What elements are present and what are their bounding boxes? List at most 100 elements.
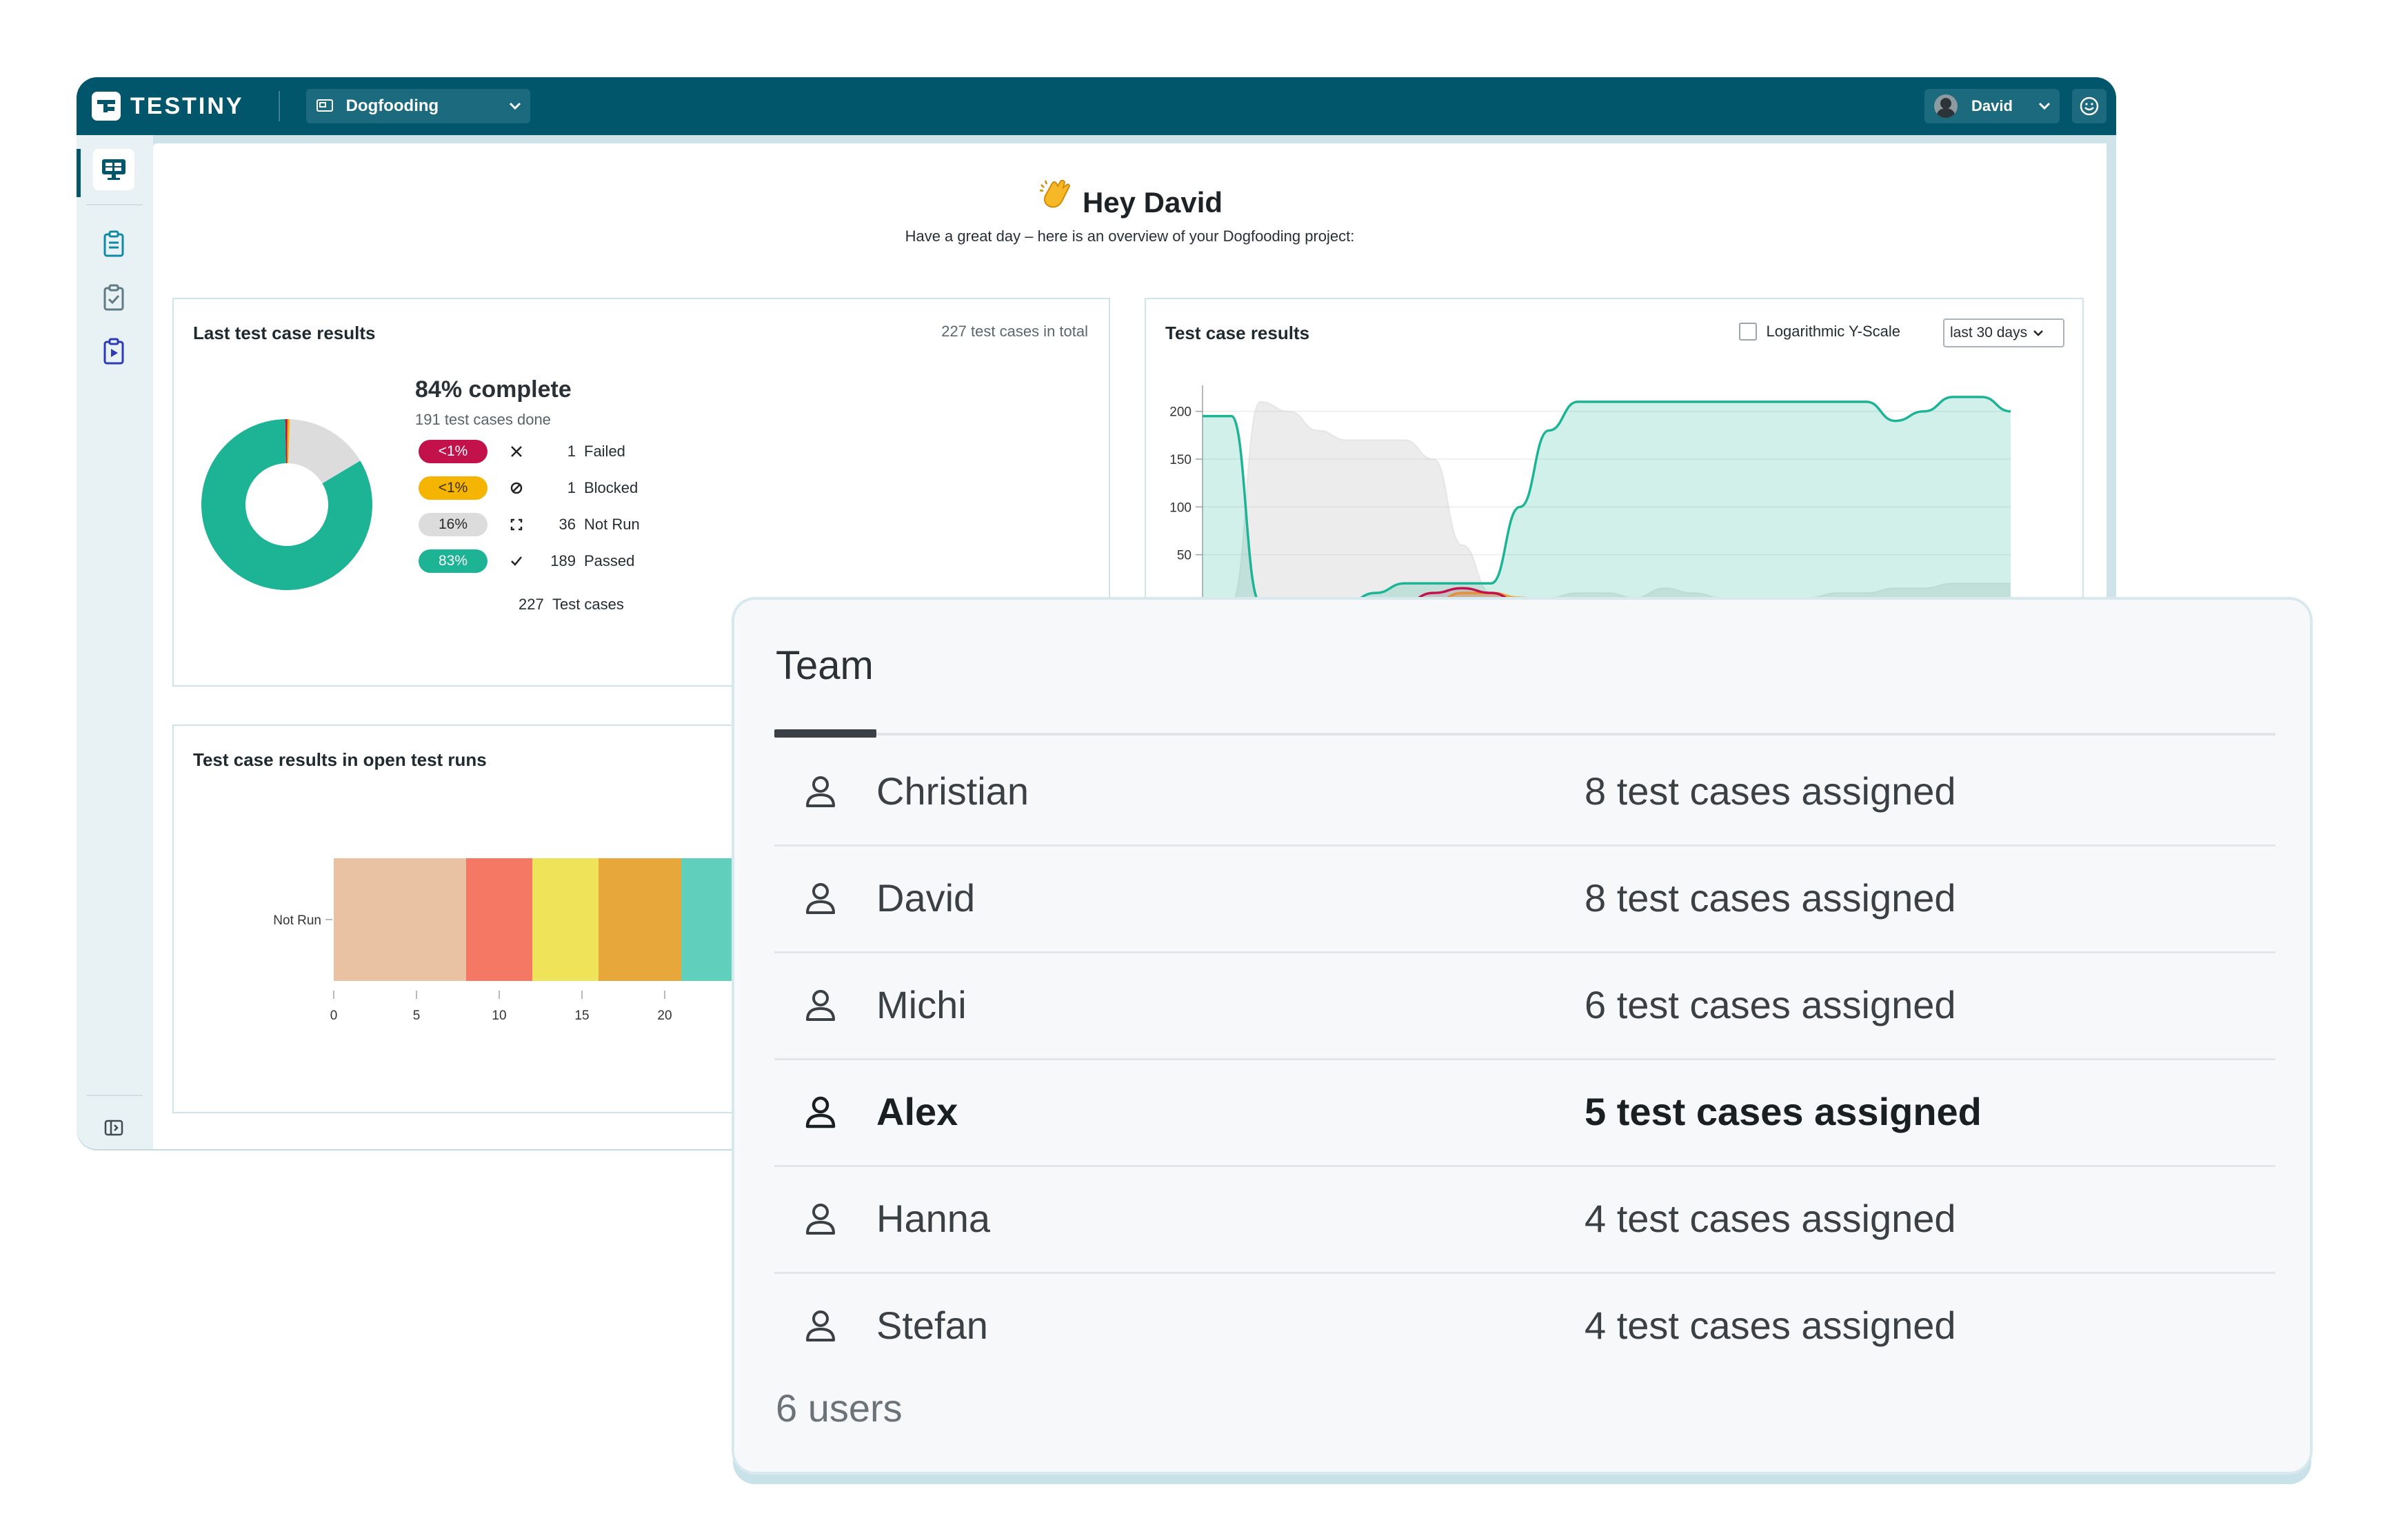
legend-label: Passed [584, 552, 635, 569]
area-not-run [1203, 401, 2011, 602]
team-member-row[interactable]: Hanna 4 test cases assigned [774, 1165, 2275, 1274]
team-member-row[interactable]: David 8 test cases assigned [774, 844, 2275, 953]
date-range-select[interactable]: last 30 days [1943, 318, 2064, 347]
donut-slice-blocked [287, 419, 290, 464]
log-scale-checkbox[interactable]: Logarithmic Y-Scale [1738, 323, 1900, 341]
legend-row-failed: <1% 1 Failed [419, 440, 625, 463]
clipboard-play-icon [103, 338, 124, 365]
tab-underline-active [774, 729, 876, 738]
member-name: Alex [876, 1090, 958, 1133]
legend-label: Failed [584, 443, 625, 460]
sidebar-collapse-button[interactable] [93, 1107, 134, 1148]
legend-count: 1 [567, 479, 576, 496]
check-icon [507, 554, 526, 568]
legend-row-passed: 83% 189 Passed [419, 549, 634, 573]
results-donut-chart [201, 419, 372, 590]
y-tick-label: 50 [1177, 549, 1192, 563]
user-icon [802, 880, 839, 917]
area-passed [1203, 396, 2011, 602]
project-selector[interactable]: Dogfooding [305, 89, 530, 123]
team-member-row[interactable]: Michi 6 test cases assigned [774, 951, 2275, 1060]
legend-count: 189 [550, 552, 576, 569]
team-member-row[interactable]: Christian 8 test cases assigned [774, 738, 2275, 847]
project-icon [316, 98, 336, 114]
member-assigned: 8 test cases assigned [1585, 769, 1956, 813]
feedback-smiley-button[interactable] [2072, 89, 2107, 123]
card-title: Test case results in open test runs [193, 749, 487, 770]
y-tick-label: 150 [1169, 453, 1192, 467]
legend-row-blocked: <1% 1 Blocked [419, 476, 638, 500]
sidebar-divider [86, 1095, 143, 1096]
legend-row-not-run: 16% 36 Not Run [419, 513, 640, 536]
x-tick-label: 10 [492, 1009, 506, 1023]
status-badge: <1% [419, 476, 487, 500]
user-name: David [1971, 97, 2013, 114]
logo-mark-icon [92, 92, 121, 121]
user-menu[interactable]: David [1924, 89, 2060, 123]
logo[interactable]: TESTINY [92, 77, 244, 135]
chevron-down-icon [2038, 97, 2051, 115]
top-bar: TESTINY Dogfooding David [77, 77, 2116, 135]
chevron-down-icon [2033, 325, 2044, 341]
donut-slice-failed [285, 419, 288, 464]
status-badge: <1% [419, 440, 487, 463]
team-panel: Team Christian 8 test cases assigned Dav… [734, 600, 2310, 1472]
user-icon [802, 1307, 839, 1344]
sidebar-item-dashboard[interactable] [93, 149, 134, 190]
card-title: Last test case results [193, 323, 376, 343]
total-label: Test cases [552, 596, 624, 613]
team-member-row[interactable]: Alex 5 test cases assigned [774, 1058, 2275, 1167]
done-count: 191 test cases done [415, 411, 551, 428]
team-user-count: 6 users [776, 1386, 903, 1430]
member-name: Hanna [876, 1197, 991, 1240]
tab-underline-track [774, 733, 2275, 736]
bar-segment [334, 858, 466, 981]
member-name: Stefan [876, 1304, 988, 1347]
greeting-subtitle: Have a great day – here is an overview o… [905, 227, 1355, 245]
legend-count: 1 [567, 443, 576, 460]
blocked-icon [507, 481, 526, 495]
topbar-divider [278, 91, 280, 121]
member-assigned: 8 test cases assigned [1585, 876, 1956, 920]
x-tick-label: 20 [657, 1009, 672, 1023]
sidebar-item-test-runs[interactable] [93, 331, 134, 372]
sidebar-divider [86, 204, 143, 205]
greeting-heading: Hey David [153, 175, 2107, 219]
date-range-value: last 30 days [1950, 325, 2028, 341]
member-name: David [876, 876, 976, 920]
sidebar-item-test-plans[interactable] [93, 277, 134, 318]
sidebar [77, 135, 153, 1149]
member-assigned: 6 test cases assigned [1585, 983, 1956, 1026]
member-assigned: 4 test cases assigned [1585, 1304, 1956, 1347]
waving-hand-icon [1037, 175, 1074, 219]
clipboard-check-icon [103, 284, 124, 311]
not-run-icon [507, 518, 526, 531]
y-tick-label: 200 [1169, 405, 1192, 420]
donut-slice-passed [201, 419, 372, 590]
sidebar-active-indicator [77, 149, 81, 197]
checkbox-label: Logarithmic Y-Scale [1766, 323, 1900, 340]
legend-label: Not Run [584, 516, 640, 533]
legend-total: 227 Test cases [519, 596, 624, 614]
x-tick-label: 5 [413, 1009, 421, 1023]
user-icon [802, 986, 839, 1024]
smiley-icon [2080, 97, 2099, 116]
donut-slice-not-run [288, 419, 361, 484]
member-name: Christian [876, 769, 1029, 813]
project-name: Dogfooding [345, 97, 439, 115]
total-count: 227 [519, 596, 544, 613]
bar-segment [532, 858, 599, 981]
collapse-sidebar-icon [104, 1119, 123, 1136]
category-label: Not Run [273, 913, 321, 928]
dashboard-icon [102, 159, 125, 180]
status-badge: 16% [419, 513, 487, 536]
sidebar-item-test-cases[interactable] [93, 223, 134, 265]
user-icon [802, 773, 839, 810]
team-member-row[interactable]: Stefan 4 test cases assigned [774, 1272, 2275, 1379]
x-tick-label: 15 [574, 1009, 589, 1023]
total-test-cases-meta: 227 test cases in total [941, 323, 1088, 340]
card-title: Test case results [1165, 323, 1310, 343]
bar-segment [466, 858, 532, 981]
checkbox[interactable] [1738, 323, 1757, 341]
greeting-text: Hey David [1082, 186, 1223, 219]
